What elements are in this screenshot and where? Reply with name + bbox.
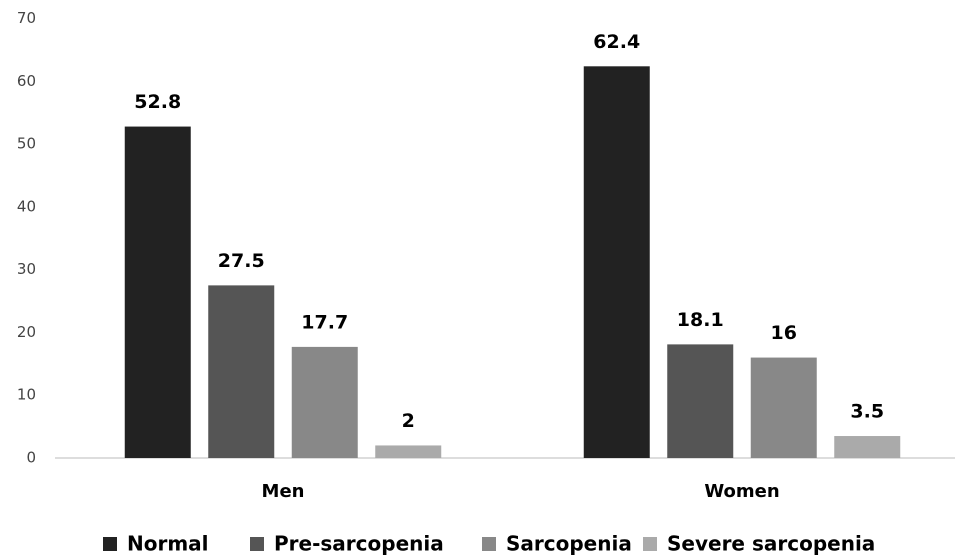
data-label: 16 [771, 322, 797, 344]
data-label: 52.8 [134, 91, 181, 113]
y-tick-label: 70 [17, 9, 36, 27]
data-label: 2 [402, 410, 415, 432]
y-tick-label: 40 [17, 197, 36, 215]
x-tick-label: Women [704, 481, 779, 502]
legend-swatch [482, 537, 496, 551]
data-label: 27.5 [218, 250, 265, 272]
legend-label: Normal [127, 532, 209, 556]
bar [667, 344, 734, 458]
y-tick-label: 20 [17, 323, 36, 341]
legend-swatch [250, 537, 264, 551]
legend-label: Severe sarcopenia [667, 532, 875, 556]
y-tick-label: 30 [17, 260, 36, 278]
bar [124, 126, 191, 458]
bar [208, 285, 275, 458]
y-tick-label: 10 [17, 386, 36, 404]
bar [291, 346, 358, 458]
legend-swatch [643, 537, 657, 551]
bar [375, 445, 442, 458]
bar [583, 66, 650, 459]
data-label: 3.5 [850, 401, 884, 423]
data-label: 18.1 [677, 309, 724, 331]
data-label: 17.7 [301, 311, 348, 333]
legend-swatch [103, 537, 117, 551]
y-tick-label: 60 [17, 72, 36, 90]
bar [834, 436, 901, 458]
y-tick-label: 0 [26, 449, 36, 467]
y-tick-label: 50 [17, 135, 36, 153]
bar [750, 357, 817, 458]
x-tick-label: Men [262, 481, 305, 502]
data-label: 62.4 [593, 31, 640, 53]
legend-label: Sarcopenia [506, 532, 632, 556]
legend-label: Pre-sarcopenia [274, 532, 444, 556]
